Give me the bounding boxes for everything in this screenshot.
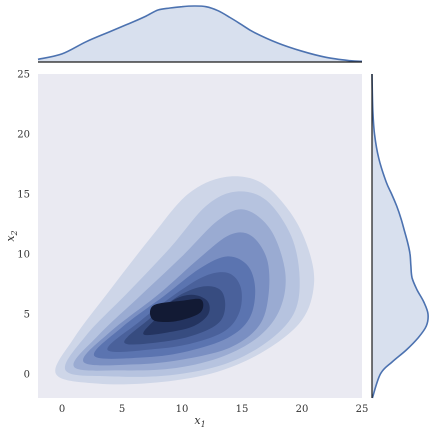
y-axis-label-main: x — [4, 235, 17, 242]
y-axis-label: x2 — [4, 230, 19, 241]
y-tick-label: 10 — [17, 250, 30, 261]
x-tick-labels: 0 5 10 15 20 25 — [59, 404, 369, 415]
marginal-y-density-line — [371, 73, 429, 399]
x-axis-label-main: x — [194, 414, 201, 427]
y-axis-label-subscript: 2 — [10, 230, 19, 236]
y-tick-label: 25 — [17, 70, 30, 81]
y-tick-labels: 0 5 10 15 20 25 — [17, 70, 30, 381]
y-tick-label: 20 — [17, 130, 30, 141]
x-tick-label: 25 — [356, 404, 369, 415]
marginal-x-axes — [37, 5, 363, 63]
kde-contour-group — [55, 176, 315, 385]
marginal-y-density-area — [372, 74, 429, 398]
y-tick-label: 5 — [24, 310, 30, 321]
y-tick-label: 15 — [17, 190, 30, 201]
kde-contour-level — [149, 298, 204, 323]
x-tick-label: 0 — [59, 404, 65, 415]
x-axis-label: x1 — [194, 414, 205, 429]
x-tick-label: 20 — [296, 404, 309, 415]
marginal-x-density-line — [37, 5, 363, 63]
y-tick-label: 0 — [24, 370, 30, 381]
x-tick-label: 5 — [119, 404, 125, 415]
marginal-y-axes — [371, 73, 429, 399]
x-axis-label-subscript: 1 — [201, 420, 206, 429]
x-tick-label: 15 — [236, 404, 249, 415]
x-tick-label: 10 — [176, 404, 189, 415]
marginal-x-density-area — [38, 5, 362, 63]
